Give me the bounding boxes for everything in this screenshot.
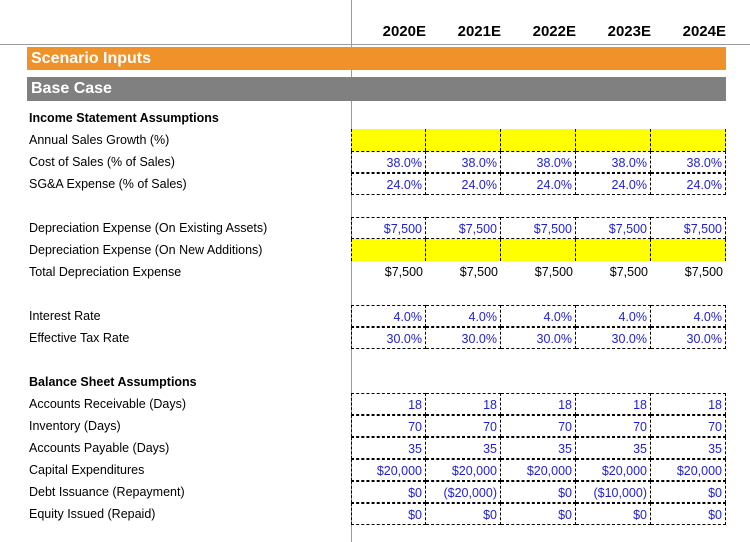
income-section-title[interactable]: Income Statement Assumptions [29,111,219,125]
cell-dep-total[interactable]: $7,500 [459,265,498,279]
row-label-dep-existing[interactable]: Depreciation Expense (On Existing Assets… [29,221,268,235]
cell-cost-of-sales[interactable]: 38.0% [501,151,576,173]
year-header[interactable]: 2024E [682,23,726,40]
cell-ar-days[interactable]: 18 [501,393,576,415]
cell-equity[interactable]: $0 [576,503,651,525]
cell-inventory-days[interactable]: 70 [576,415,651,437]
row-label-interest-rate[interactable]: Interest Rate [29,309,101,323]
cell-sga[interactable]: 24.0% [576,173,651,195]
cell-dep-existing[interactable]: $7,500 [426,217,501,239]
cell-sales-growth[interactable] [651,129,726,151]
cell-capex[interactable]: $20,000 [501,459,576,481]
cell-inventory-days[interactable]: 70 [651,415,726,437]
cell-capex[interactable]: $20,000 [651,459,726,481]
year-header[interactable]: 2022E [532,23,576,40]
cell-equity[interactable]: $0 [501,503,576,525]
cell-cost-of-sales[interactable]: 38.0% [651,151,726,173]
cell-ar-days[interactable]: 18 [576,393,651,415]
cell-sales-growth[interactable] [576,129,651,151]
cell-interest-rate[interactable]: 4.0% [426,305,501,327]
year-header[interactable]: 2021E [457,23,501,40]
cell-dep-existing[interactable]: $7,500 [651,217,726,239]
cell-debt[interactable]: $0 [351,481,426,503]
row-label-dep-new[interactable]: Depreciation Expense (On New Additions) [29,243,263,257]
column-divider [351,0,352,542]
cell-equity[interactable]: $0 [426,503,501,525]
cell-debt[interactable]: ($20,000) [426,481,501,503]
cell-cost-of-sales[interactable]: 38.0% [426,151,501,173]
cell-sales-growth[interactable] [351,129,426,151]
cell-interest-rate[interactable]: 4.0% [351,305,426,327]
row-label-debt[interactable]: Debt Issuance (Repayment) [29,485,185,499]
header-divider [0,44,750,45]
cell-dep-existing[interactable]: $7,500 [576,217,651,239]
cell-dep-total[interactable]: $7,500 [609,265,648,279]
row-label-ar-days[interactable]: Accounts Receivable (Days) [29,397,187,411]
year-header[interactable]: 2020E [382,23,426,40]
cell-cost-of-sales[interactable]: 38.0% [576,151,651,173]
year-header-row: 2020E 2021E 2022E 2023E 2024E [351,20,750,44]
cell-equity[interactable]: $0 [651,503,726,525]
row-label-inventory-days[interactable]: Inventory (Days) [29,419,121,433]
cell-ar-days[interactable]: 18 [651,393,726,415]
cell-ap-days[interactable]: 35 [651,437,726,459]
cell-dep-new[interactable] [651,239,726,261]
balance-section-title[interactable]: Balance Sheet Assumptions [29,375,197,389]
cell-debt[interactable]: ($10,000) [576,481,651,503]
cell-dep-existing[interactable]: $7,500 [351,217,426,239]
row-label-tax-rate[interactable]: Effective Tax Rate [29,331,130,345]
cell-ar-days[interactable]: 18 [426,393,501,415]
row-label-ap-days[interactable]: Accounts Payable (Days) [29,441,170,455]
scenario-inputs-banner[interactable]: Scenario Inputs [27,47,726,70]
cell-tax-rate[interactable]: 30.0% [426,327,501,349]
cell-tax-rate[interactable]: 30.0% [351,327,426,349]
cell-capex[interactable]: $20,000 [576,459,651,481]
row-label-equity[interactable]: Equity Issued (Repaid) [29,507,156,521]
cell-ap-days[interactable]: 35 [351,437,426,459]
cell-interest-rate[interactable]: 4.0% [576,305,651,327]
row-label-sales-growth[interactable]: Annual Sales Growth (%) [29,133,170,147]
cell-sga[interactable]: 24.0% [426,173,501,195]
row-label-capex[interactable]: Capital Expenditures [29,463,145,477]
cell-dep-new[interactable] [501,239,576,261]
cell-dep-total[interactable]: $7,500 [534,265,573,279]
cell-capex[interactable]: $20,000 [351,459,426,481]
base-case-banner[interactable]: Base Case [27,77,726,101]
row-label-sga[interactable]: SG&A Expense (% of Sales) [29,177,187,191]
cell-sales-growth[interactable] [426,129,501,151]
cell-interest-rate[interactable]: 4.0% [651,305,726,327]
cell-ap-days[interactable]: 35 [426,437,501,459]
cell-dep-new[interactable] [576,239,651,261]
cell-tax-rate[interactable]: 30.0% [576,327,651,349]
cell-dep-total[interactable]: $7,500 [384,265,423,279]
cell-capex[interactable]: $20,000 [426,459,501,481]
year-header[interactable]: 2023E [607,23,651,40]
cell-inventory-days[interactable]: 70 [351,415,426,437]
cell-sales-growth[interactable] [501,129,576,151]
cell-inventory-days[interactable]: 70 [501,415,576,437]
cell-interest-rate[interactable]: 4.0% [501,305,576,327]
cell-cost-of-sales[interactable]: 38.0% [351,151,426,173]
cell-equity[interactable]: $0 [351,503,426,525]
cell-tax-rate[interactable]: 30.0% [651,327,726,349]
cell-ap-days[interactable]: 35 [501,437,576,459]
row-label-cost-of-sales[interactable]: Cost of Sales (% of Sales) [29,155,175,169]
cell-inventory-days[interactable]: 70 [426,415,501,437]
cell-dep-new[interactable] [426,239,501,261]
cell-dep-total[interactable]: $7,500 [684,265,723,279]
cell-dep-existing[interactable]: $7,500 [501,217,576,239]
cell-ap-days[interactable]: 35 [576,437,651,459]
cell-sga[interactable]: 24.0% [651,173,726,195]
cell-sga[interactable]: 24.0% [501,173,576,195]
cell-debt[interactable]: $0 [651,481,726,503]
cell-sga[interactable]: 24.0% [351,173,426,195]
cell-dep-new[interactable] [351,239,426,261]
cell-ar-days[interactable]: 18 [351,393,426,415]
row-label-dep-total[interactable]: Total Depreciation Expense [29,265,182,279]
cell-tax-rate[interactable]: 30.0% [501,327,576,349]
cell-debt[interactable]: $0 [501,481,576,503]
